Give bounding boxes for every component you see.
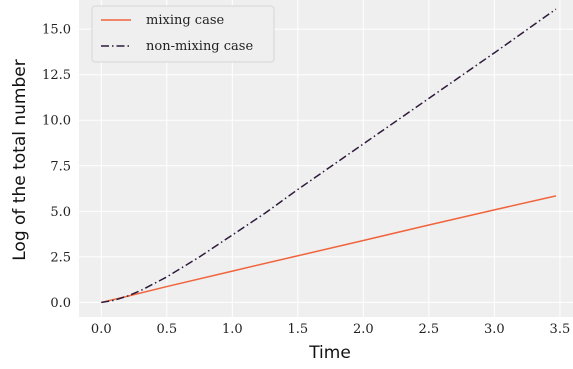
x-tick-label: 0.0 [91,322,112,337]
legend-label-mixing: mixing case [146,13,225,28]
series-lines [101,8,557,304]
x-tick-label: 3.0 [484,322,505,337]
x-tick-label: 2.0 [353,322,374,337]
x-tick-label: 3.5 [550,322,571,337]
y-tick-label: 15.0 [42,23,71,38]
series-line-nonmixing [101,8,557,304]
x-tick-label: 0.5 [156,322,177,337]
x-tick-label: 1.5 [287,322,308,337]
y-tick-label: 0.0 [50,296,71,311]
y-tick-label: 5.0 [50,205,71,220]
tick-labels: 0.0 0.5 1.0 1.5 2.0 2.5 3.0 3.5 0.0 2.5 5.0 7.5 10.0… [42,23,570,337]
legend: mixing case non-mixing case [91,5,275,63]
y-tick-label: 10.0 [42,114,71,129]
y-tick-label: 2.5 [50,250,71,265]
y-tick-label: 7.5 [50,159,71,174]
x-axis-label: Time [308,343,351,363]
x-tick-label: 1.0 [222,322,243,337]
y-axis-label: Log of the total number [10,59,30,261]
legend-label-nonmixing: non-mixing case [146,39,253,54]
x-tick-label: 2.5 [419,322,440,337]
y-tick-label: 12.5 [42,68,71,83]
legend-box [91,5,275,63]
